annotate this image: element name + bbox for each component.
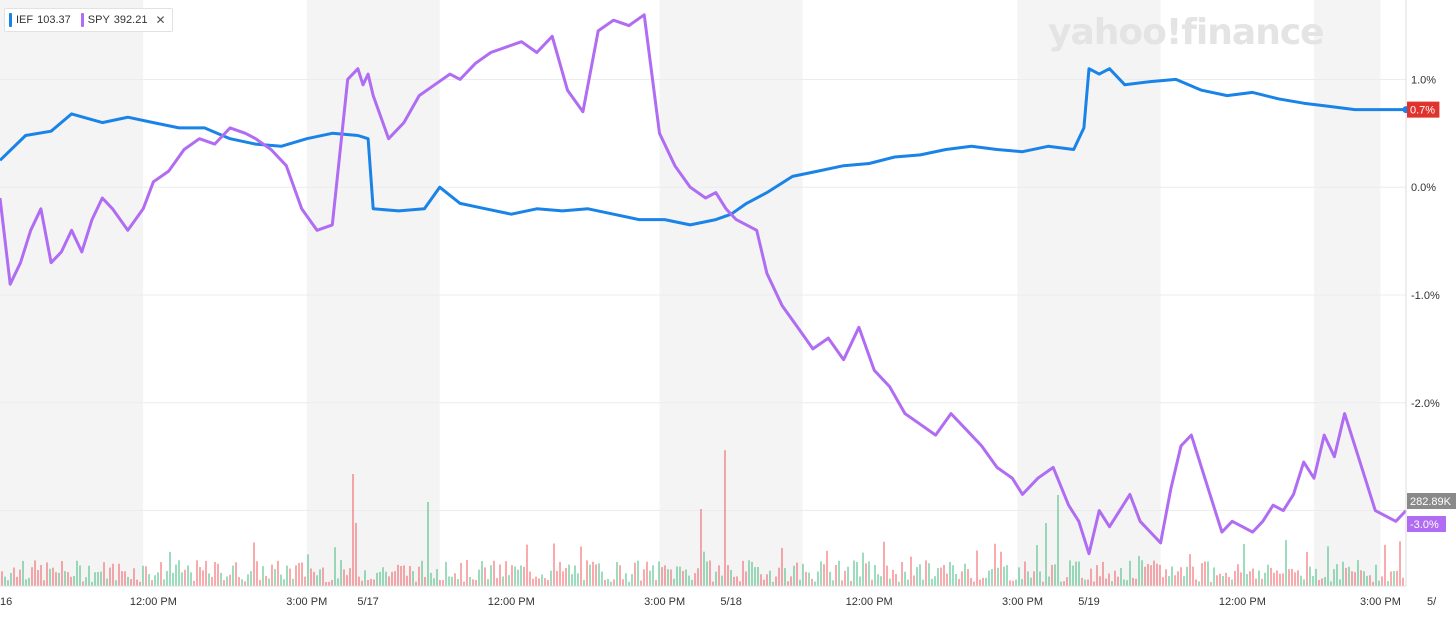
shaded-band-2	[659, 0, 803, 586]
ief-pct-badge-bg	[1407, 101, 1440, 118]
x-tick-label: 3:00 PM	[644, 596, 685, 608]
y-tick-label: 0.0%	[1411, 182, 1436, 194]
x-tick-label: 3:00 PM	[1002, 596, 1043, 608]
spy-color-swatch	[80, 13, 84, 27]
yahoo-finance-logo: yahoo!finance	[1048, 12, 1325, 53]
legend-label-ief: IEF	[16, 14, 34, 26]
session-bands	[0, 0, 1381, 586]
x-tick-label: 5/19	[1078, 596, 1099, 608]
volume-bars	[1, 450, 1404, 586]
legend-item-ief[interactable]: IEF 103.37	[9, 13, 71, 27]
series-line-ief	[0, 67, 1406, 227]
chart-legend[interactable]: IEF 103.37 SPY 392.21 ✕	[4, 8, 173, 32]
volume-badge-bg	[1407, 493, 1456, 509]
spy-pct-badge: -3.0%	[1410, 519, 1439, 531]
legend-value-ief: 103.37	[37, 14, 71, 26]
remove-spy-close-icon[interactable]: ✕	[155, 13, 166, 27]
x-tick-label: 12:00 PM	[846, 596, 893, 608]
x-tick-label: 12:00 PM	[488, 596, 535, 608]
shaded-band-0	[0, 0, 144, 586]
y-tick-label: -1.0%	[1411, 290, 1440, 302]
x-tick-label: 12:00 PM	[1219, 596, 1266, 608]
shaded-band-1	[306, 0, 440, 586]
y-tick-label: -2.0%	[1411, 398, 1440, 410]
spy-pct-badge-bg	[1407, 516, 1446, 532]
y-axis: 1.0% 0.0% -1.0% -2.0%	[1405, 0, 1440, 586]
volume-badge: 282.89K	[1410, 496, 1452, 508]
legend-item-spy[interactable]: SPY 392.21 ✕	[80, 13, 166, 27]
x-tick-label: 3:00 PM	[286, 596, 327, 608]
ief-pct-badge: 0.7%	[1410, 105, 1435, 117]
x-tick-label: 16	[0, 596, 12, 608]
series-line-spy	[0, 13, 1408, 556]
x-tick-label: 3:00 PM	[1360, 596, 1401, 608]
x-tick-label: 5/	[1427, 596, 1437, 608]
shaded-band-3	[1017, 0, 1161, 586]
ief-color-swatch	[9, 13, 12, 27]
x-tick-label: 12:00 PM	[130, 596, 177, 608]
x-axis: 16 12:00 PM 3:00 PM 5/17 12:00 PM 3:00 PM 5/18…	[0, 585, 1437, 608]
y-tick-label: 1.0%	[1411, 74, 1436, 86]
price-badges: 0.7% 282.89K -3.0%	[1402, 101, 1456, 532]
x-tick-label: 5/18	[720, 596, 741, 608]
x-tick-label: 5/17	[357, 596, 378, 608]
series-lines	[0, 13, 1408, 556]
legend-value-spy: 392.21	[113, 14, 148, 26]
legend-label-spy: SPY	[87, 14, 110, 26]
